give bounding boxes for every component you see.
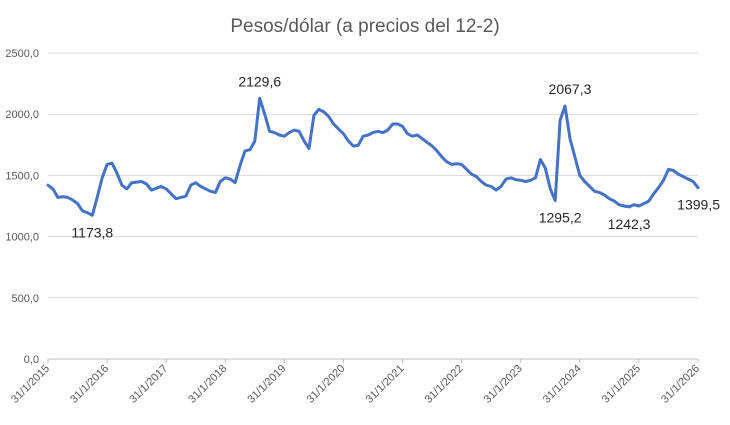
x-tick-label: 31/1/2016	[68, 363, 111, 406]
x-tick-label: 31/1/2023	[482, 363, 525, 406]
x-tick-label: 31/1/2025	[600, 363, 643, 406]
data-label: 2067,3	[549, 81, 592, 97]
x-tick-label: 31/1/2024	[541, 363, 584, 406]
x-tick-label: 31/1/2026	[659, 363, 702, 406]
data-label: 2129,6	[238, 73, 281, 89]
data-label: 1399,5	[677, 197, 720, 213]
y-axis: 0,0 500,0 1000,0 1500,0 2000,0 2500,0	[5, 48, 39, 366]
x-axis: 31/1/2015 31/1/2016 31/1/2017 31/1/2018 31/1…	[9, 359, 702, 406]
data-label: 1173,8	[71, 224, 113, 240]
data-label: 1295,2	[539, 209, 582, 225]
y-tick-label: 500,0	[11, 293, 39, 305]
series-line	[46, 96, 700, 217]
x-tick-label: 31/1/2021	[364, 363, 407, 406]
x-tick-label: 31/1/2017	[127, 363, 170, 406]
y-tick-label: 0,0	[24, 354, 39, 366]
x-tick-label: 31/1/2018	[186, 363, 229, 406]
series-group	[46, 96, 700, 217]
x-tick-label: 31/1/2022	[423, 363, 466, 406]
y-tick-label: 2000,0	[5, 109, 39, 121]
gridlines	[48, 52, 698, 360]
x-tick-label: 31/1/2020	[304, 363, 347, 406]
data-label: 1242,3	[608, 216, 651, 232]
x-tick-label: 31/1/2019	[245, 363, 288, 406]
annotations: 1173,8 2129,6 2067,3 1295,2 1242,3 1399,5	[71, 73, 720, 240]
chart-title: Pesos/dólar (a precios del 12-2)	[230, 16, 499, 37]
y-tick-label: 1000,0	[5, 232, 39, 244]
y-tick-label: 1500,0	[5, 170, 39, 182]
x-tick-label: 31/1/2015	[9, 363, 52, 406]
y-tick-label: 2500,0	[5, 48, 39, 60]
